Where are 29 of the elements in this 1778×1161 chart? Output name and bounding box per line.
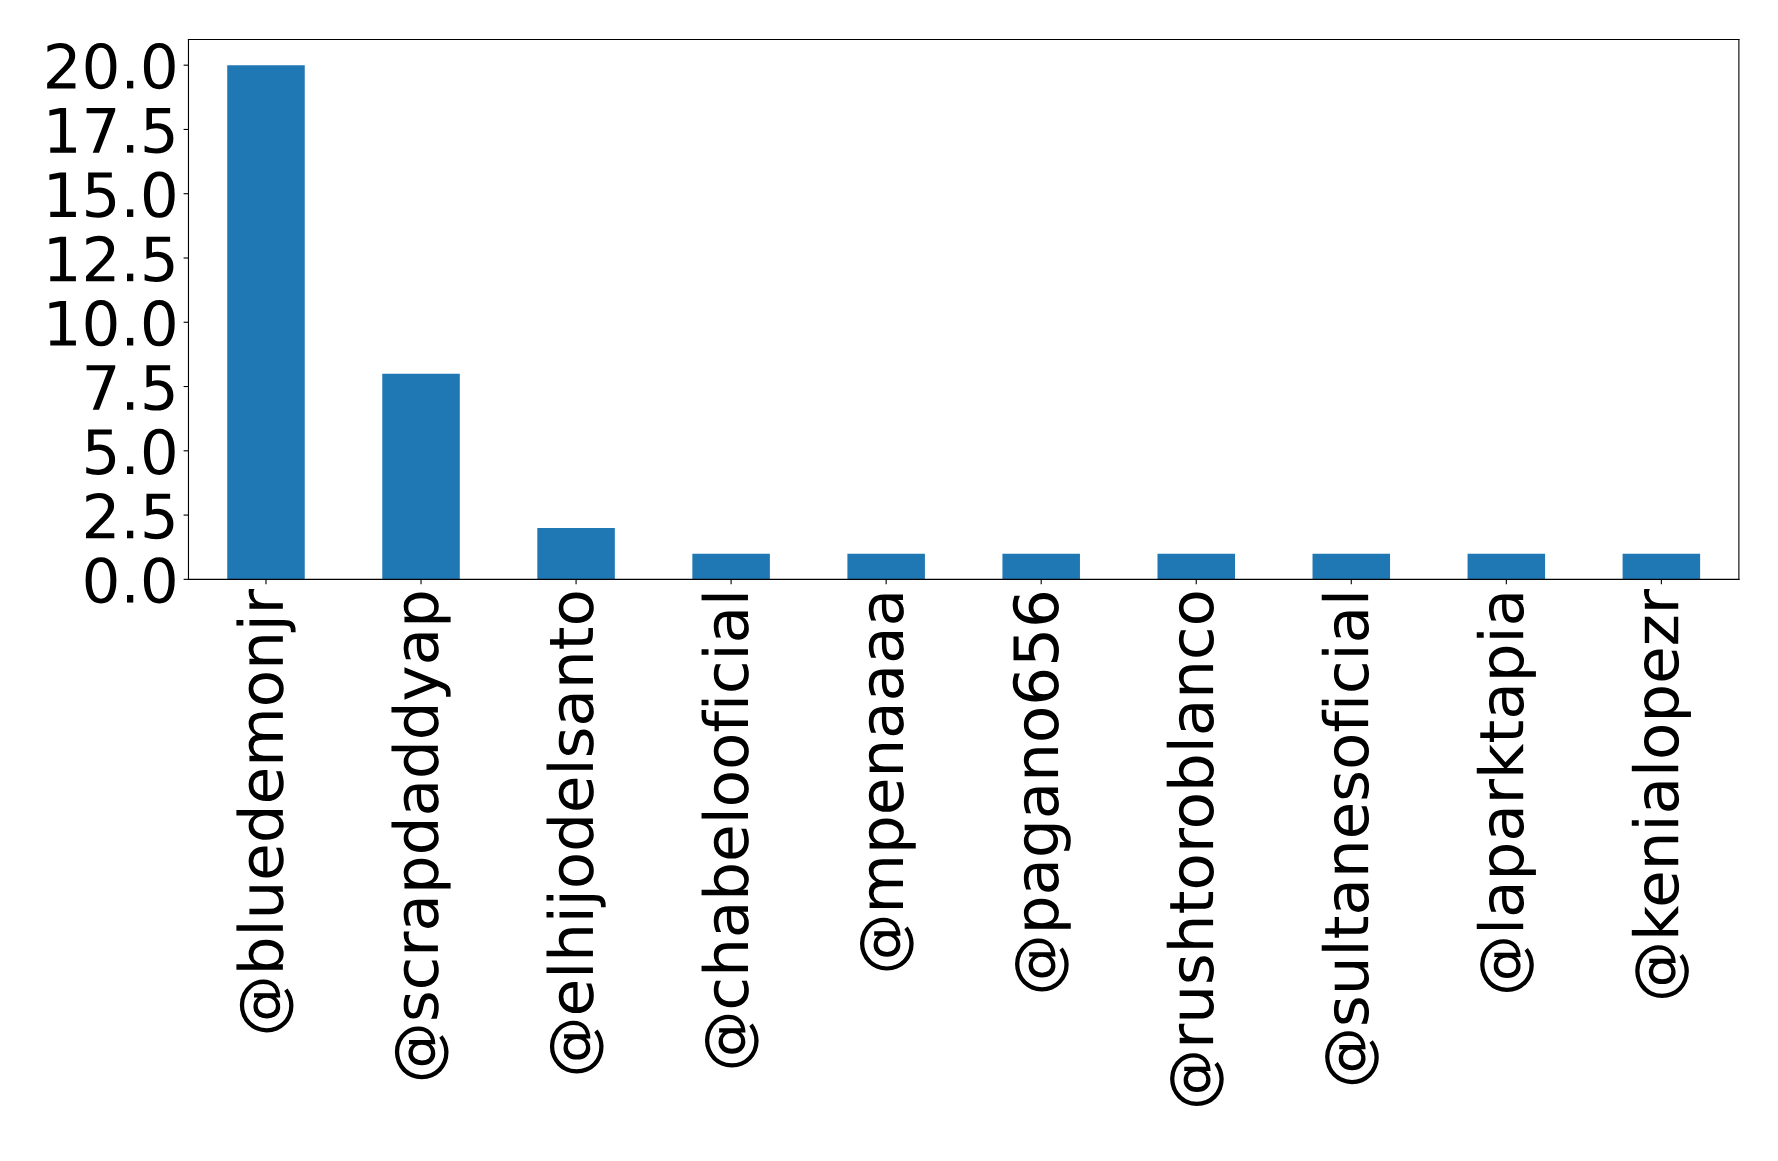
bar <box>692 553 770 580</box>
x-tick-label: @chabelooficial <box>701 594 759 1068</box>
y-tick-label: 7.5 <box>86 365 174 411</box>
y-tick-label: 2.5 <box>86 492 174 540</box>
x-tick-label: @laparktapia <box>1476 594 1536 992</box>
x-tick-label: @mpenaaaa <box>859 594 916 971</box>
y-tick-label: 10.0 <box>49 300 175 347</box>
bar <box>1312 553 1391 580</box>
x-tick-label: @elhijodelsanto <box>546 592 606 1074</box>
bar <box>227 65 305 580</box>
y-tick-label: 17.5 <box>49 108 174 154</box>
y-tick-label: 0.0 <box>85 557 175 604</box>
bar <box>847 553 925 580</box>
x-tick-label: @scrapdaddyap <box>391 592 451 1080</box>
x-tick-label: @rushtoroblanco <box>1166 592 1224 1106</box>
bar <box>1622 553 1701 580</box>
bar <box>382 373 460 580</box>
y-tick-label: 15.0 <box>49 171 175 218</box>
y-tick-label: 12.5 <box>49 235 174 283</box>
bar <box>1157 553 1235 580</box>
x-tick-label: @bluedemonjr <box>236 589 296 1033</box>
x-tick-label: @pagano656 <box>1012 592 1071 992</box>
y-tick-label: 5.0 <box>86 428 175 475</box>
x-tick-label: @kenialopezr <box>1631 589 1691 999</box>
bar <box>1467 553 1546 580</box>
x-tick-label: @sultanesoficial <box>1321 594 1379 1085</box>
y-tick-label: 20.0 <box>47 43 175 90</box>
bar <box>1002 553 1080 580</box>
bar <box>537 527 615 580</box>
